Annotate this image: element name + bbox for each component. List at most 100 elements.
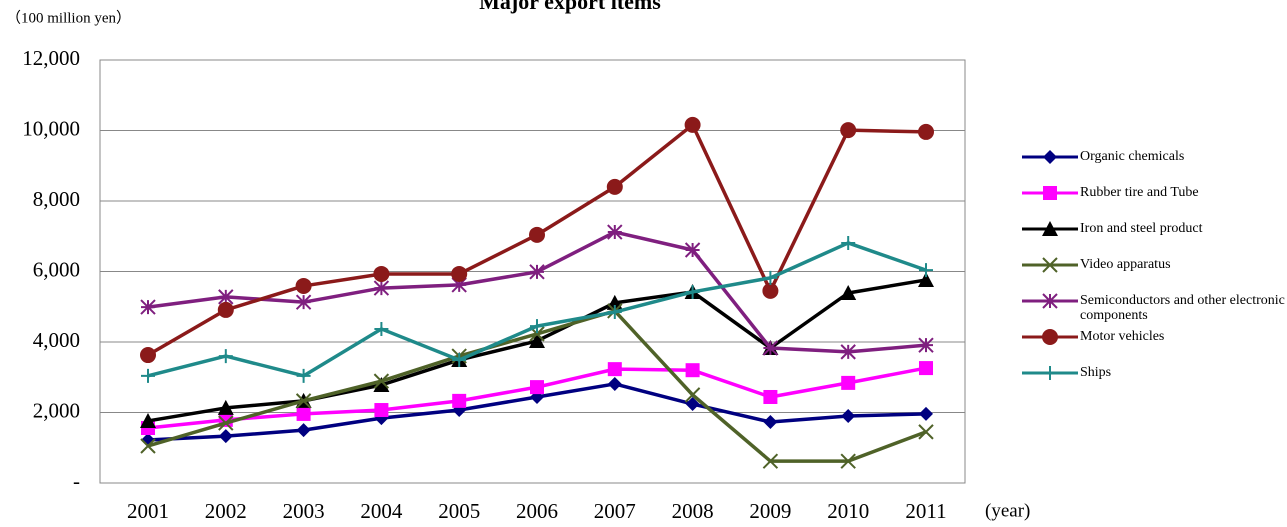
marker (918, 271, 934, 287)
marker (607, 376, 622, 391)
marker (451, 277, 467, 293)
marker (217, 301, 234, 318)
x-tick-label: 2001 (127, 499, 169, 523)
series-line (147, 241, 927, 378)
marker (841, 409, 856, 424)
y-tick-label: 2,000 (33, 398, 80, 422)
marker (296, 406, 311, 421)
marker (452, 352, 467, 367)
marker (140, 412, 156, 428)
x-tick-label: 2009 (749, 499, 791, 523)
marker (763, 270, 778, 285)
x-tick-label: 2005 (438, 499, 480, 523)
legend-marker (1043, 150, 1057, 164)
marker (919, 406, 933, 421)
marker (841, 235, 856, 250)
marker (529, 332, 545, 348)
marker (217, 399, 234, 415)
legend-marker (1042, 293, 1058, 309)
x-tick-label: 2008 (672, 499, 714, 523)
marker (762, 340, 779, 356)
marker (452, 393, 467, 408)
marker (530, 380, 544, 395)
legend-label: Iron and steel product (1080, 221, 1203, 236)
chart-title: Major export items (479, 0, 661, 14)
marker (763, 415, 778, 430)
marker (140, 299, 156, 315)
marker (296, 423, 311, 438)
legend-label: Ships (1080, 365, 1111, 380)
x-tick-label: 2011 (905, 499, 946, 523)
legend-marker (1043, 186, 1057, 200)
legend-label-line: Semiconductors and other electronic (1080, 293, 1285, 308)
y-tick-label: 8,000 (33, 187, 80, 211)
y-tick-label: 6,000 (33, 257, 80, 281)
marker (763, 389, 778, 404)
marker (918, 123, 934, 140)
marker (140, 438, 156, 454)
marker (295, 277, 312, 294)
marker (762, 453, 779, 469)
marker (684, 116, 701, 133)
marker (218, 429, 233, 444)
marker (373, 377, 390, 393)
y-tick-label: 10,000 (22, 116, 80, 140)
marker (684, 242, 701, 258)
legend-label: Semiconductors and other electronic compo… (1080, 293, 1285, 323)
legend-marker (1042, 257, 1058, 273)
marker (451, 265, 468, 282)
y-tick-label: 12,000 (22, 46, 80, 70)
marker (685, 363, 700, 378)
marker (140, 347, 156, 364)
marker (218, 415, 234, 431)
marker (218, 289, 234, 305)
y-tick-label: 4,000 (33, 328, 80, 352)
legend-marker (1042, 329, 1058, 345)
legend-marker (1043, 366, 1057, 380)
marker (373, 280, 390, 296)
x-tick-label: 2004 (360, 499, 403, 523)
marker (296, 368, 311, 383)
y-tick-label: - (73, 469, 80, 493)
marker (919, 263, 933, 278)
legend-label-line: components (1080, 308, 1148, 323)
marker (840, 453, 856, 469)
marker (840, 122, 857, 139)
marker (762, 282, 779, 299)
marker (530, 319, 544, 334)
marker (684, 387, 701, 403)
legend-marker (1042, 221, 1058, 236)
x-tick-label: 2007 (594, 499, 636, 523)
legend-label: Video apparatus (1080, 257, 1171, 272)
marker (218, 349, 233, 364)
legend-label: Organic chemicals (1080, 149, 1184, 164)
x-tick-label: 2003 (283, 499, 325, 523)
marker (607, 362, 622, 377)
marker (685, 397, 700, 412)
marker (918, 337, 934, 353)
marker (295, 294, 312, 310)
marker (840, 285, 857, 301)
marker (373, 265, 390, 282)
marker (841, 375, 856, 390)
marker (529, 264, 545, 280)
marker (606, 178, 623, 195)
marker (919, 361, 933, 376)
y-axis-label: （100 million yen） (6, 9, 131, 26)
marker (918, 424, 934, 440)
marker (685, 284, 700, 299)
x-tick-label: 2010 (827, 499, 869, 523)
x-axis-label: (year) (985, 500, 1030, 521)
x-tick-label: 2002 (205, 499, 247, 523)
marker (607, 305, 622, 320)
marker (374, 403, 389, 418)
marker (607, 224, 623, 240)
marker (373, 373, 390, 389)
marker (141, 368, 155, 383)
legend-label: Motor vehicles (1080, 329, 1164, 344)
marker (374, 321, 389, 336)
marker (840, 344, 856, 360)
x-tick-label: 2006 (516, 499, 558, 523)
marker (529, 226, 545, 243)
